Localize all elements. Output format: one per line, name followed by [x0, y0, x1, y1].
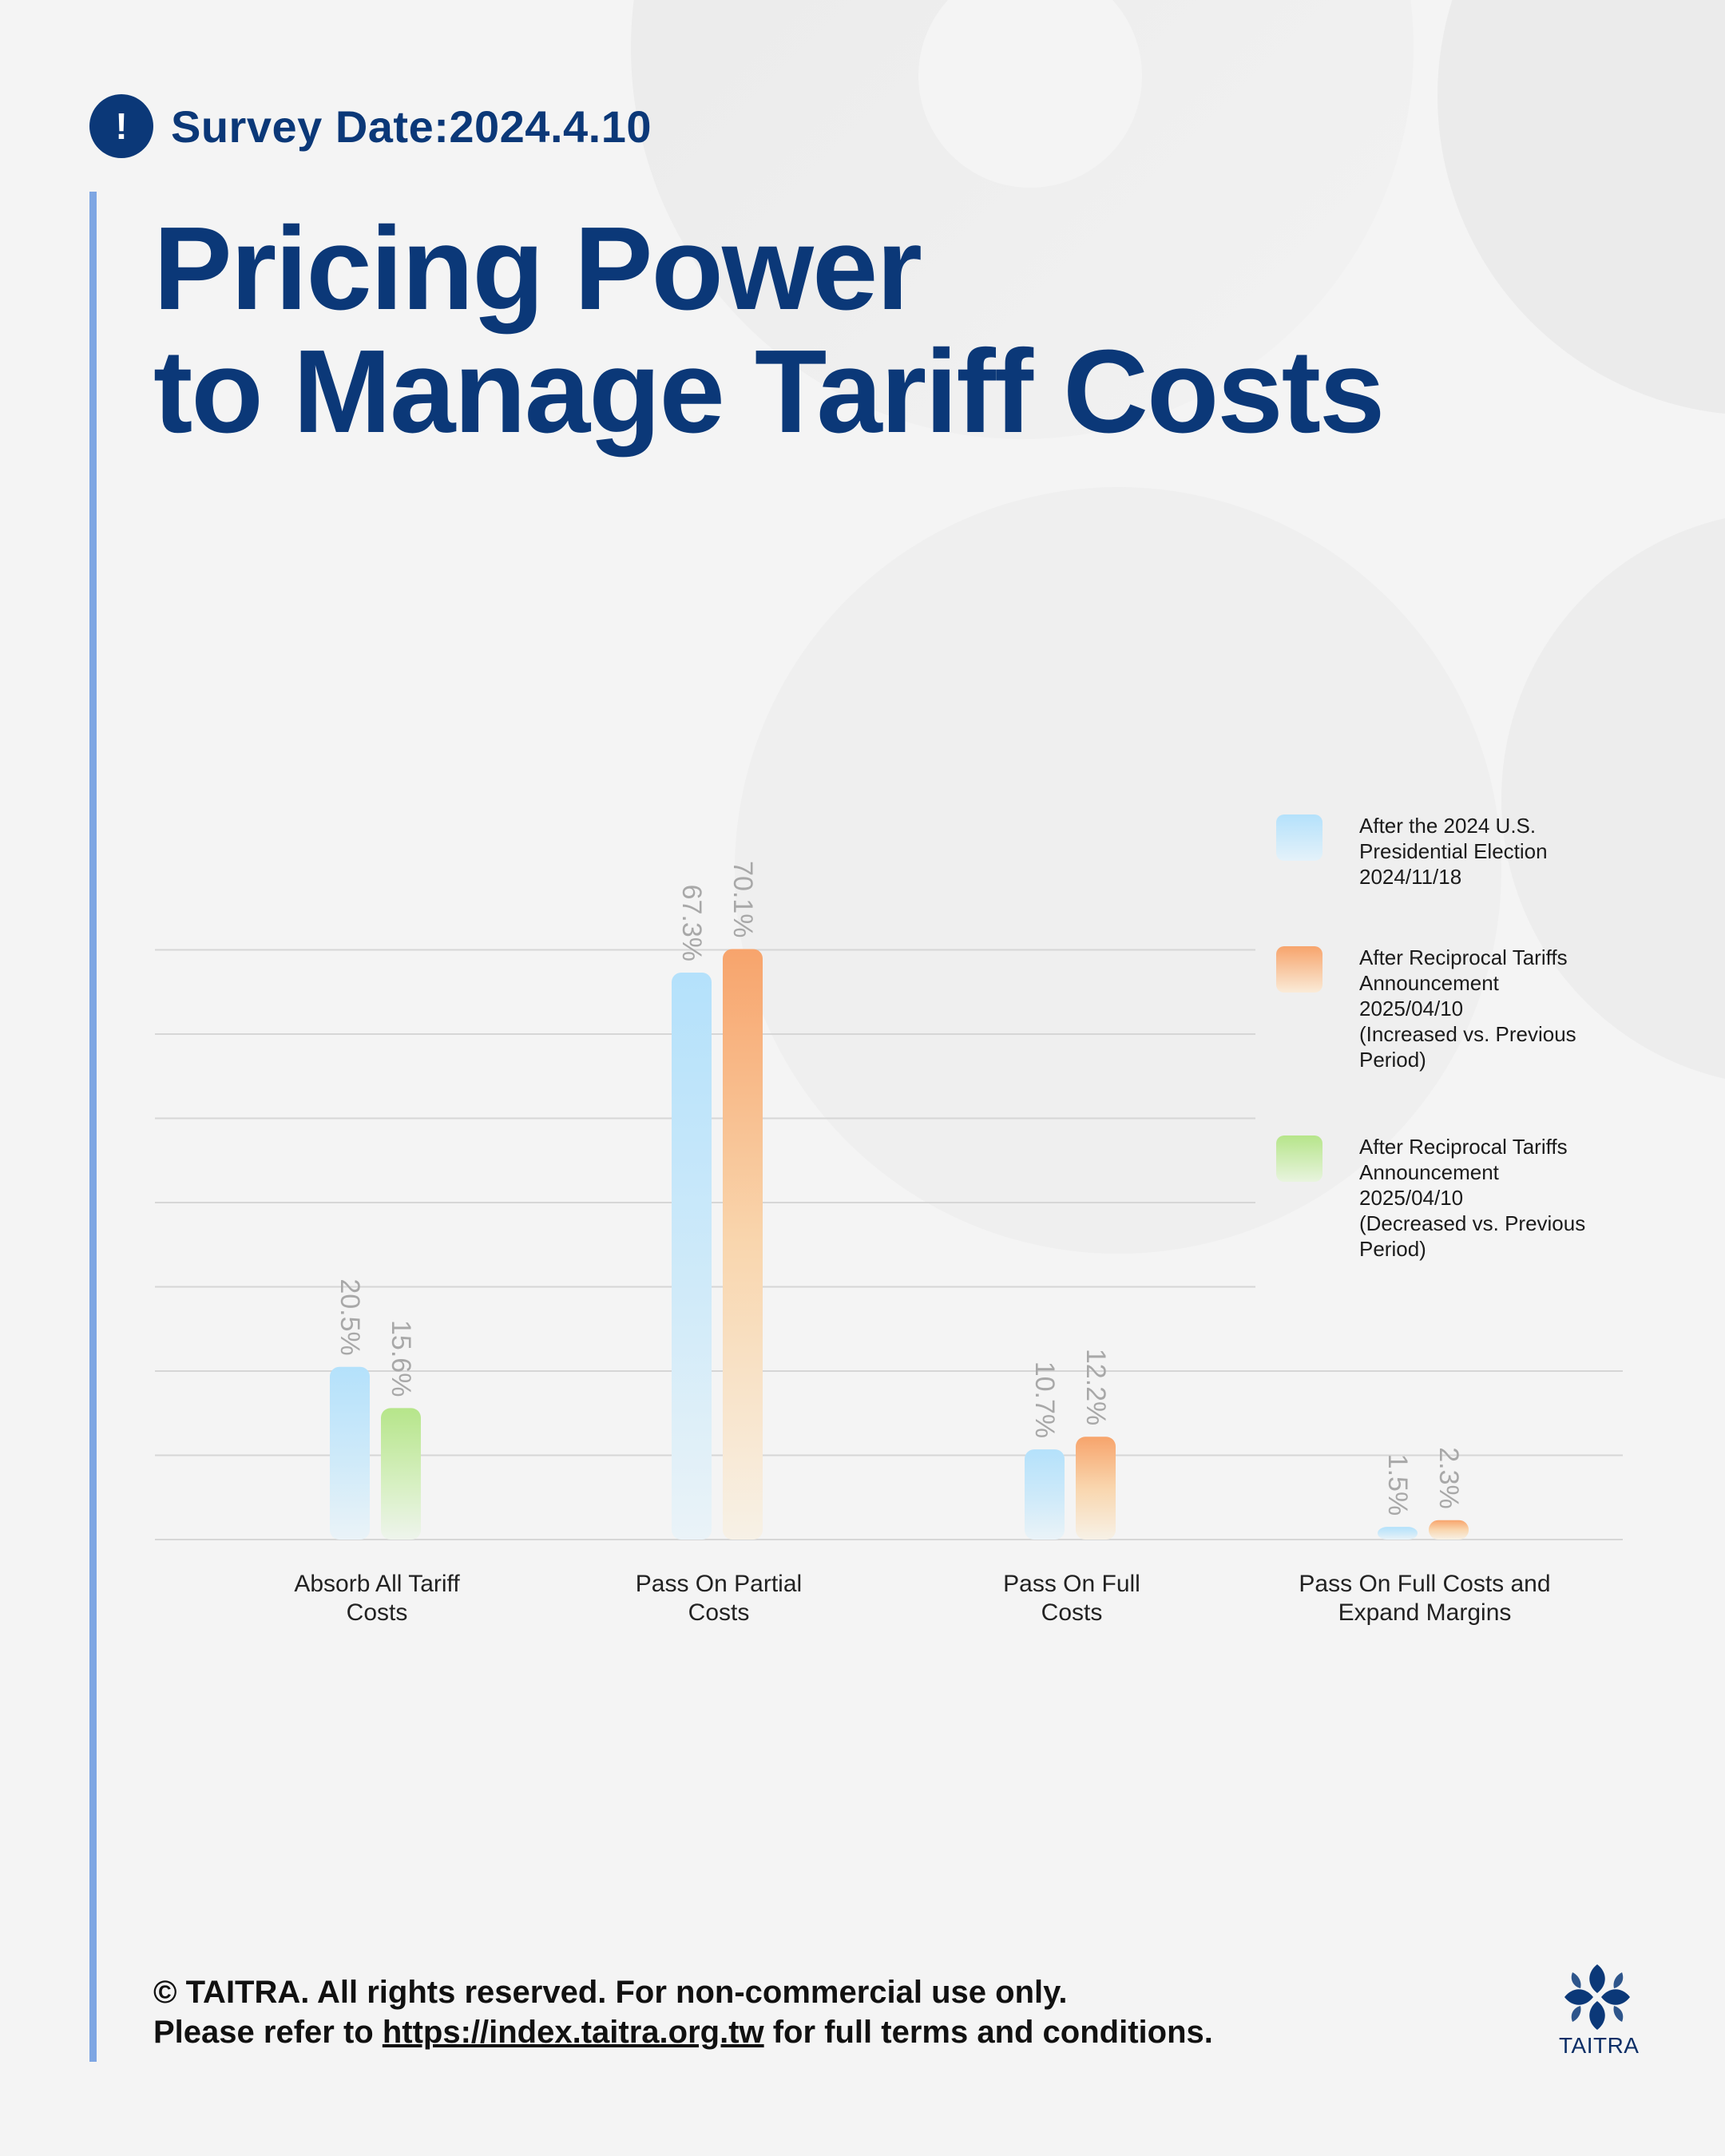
value-label: 10.7% [1029, 1361, 1060, 1438]
legend-label-line: 2024/11/18 [1359, 865, 1462, 889]
legend-label: After Reciprocal Tariffs Announcement 2025… [1359, 1134, 1615, 1262]
value-label: 20.5% [335, 1278, 365, 1355]
value-label: 12.2% [1081, 1349, 1111, 1425]
bar-series1-cat2 [672, 972, 712, 1540]
accent-vertical-line [89, 192, 97, 2062]
bar-series2-cat3 [1076, 1437, 1116, 1540]
legend-label: After Reciprocal Tariffs Announcement 2025… [1359, 945, 1615, 1072]
category-label: Expand Margins [1338, 1599, 1512, 1626]
legend-label-line: 2025/04/10 [1359, 997, 1464, 1021]
value-label: 70.1% [728, 861, 758, 937]
bar-series2-cat4 [1429, 1520, 1469, 1540]
legend-label-line: Announcement [1359, 971, 1499, 995]
legend-label-line: Announcement [1359, 1160, 1499, 1184]
legend-swatch [1276, 946, 1322, 993]
footer-terms-prefix: Please refer to [153, 2015, 383, 2050]
value-label: 2.3% [1434, 1447, 1464, 1509]
value-label: 1.5% [1382, 1454, 1413, 1516]
legend-label-line: After the 2024 U.S. [1359, 814, 1537, 838]
value-label: 15.6% [386, 1320, 416, 1397]
exclamation-circle-icon: ! [89, 94, 153, 158]
taitra-logo: TAITRA [1559, 1961, 1640, 2059]
bar-series1-cat1 [330, 1366, 370, 1540]
taitra-logo-icon [1564, 1964, 1630, 2030]
survey-date: Survey Date:2024.4.10 [171, 101, 652, 152]
bar-series2-cat1 [381, 1408, 421, 1540]
footer-terms: Please refer to https://index.taitra.org… [153, 2012, 1213, 2052]
bar-series1-cat3 [1025, 1449, 1065, 1540]
legend-label-line: Period) [1359, 1048, 1426, 1072]
legend-swatch [1276, 814, 1322, 861]
legend-label-line: After Reciprocal Tariffs [1359, 945, 1568, 969]
legend-label: After the 2024 U.S. Presidential Election… [1359, 813, 1615, 890]
page-title-line-1: Pricing Power [153, 203, 922, 335]
bar-series2-cat2 [723, 949, 763, 1540]
category-label: Costs [347, 1599, 408, 1626]
footer-terms-suffix: for full terms and conditions. [763, 2015, 1213, 2050]
legend-label-line: Presidential Election [1359, 839, 1548, 863]
legend-label-line: 2025/04/10 [1359, 1186, 1464, 1210]
legend-label-line: After Reciprocal Tariffs [1359, 1135, 1568, 1159]
terms-link[interactable]: https://index.taitra.org.tw [382, 2015, 764, 2050]
page-title: Pricing Power to Manage Tariff Costs [153, 203, 1385, 458]
category-label: Absorb All Tariff [294, 1571, 460, 1597]
footer-copyright: © TAITRA. All rights reserved. For non-c… [153, 1975, 1068, 2010]
footer-notice: © TAITRA. All rights reserved. For non-c… [153, 1972, 1213, 2052]
category-label: Pass On Partial [636, 1571, 802, 1597]
category-label: Costs [1041, 1599, 1103, 1626]
bar-series1-cat4 [1378, 1527, 1418, 1540]
legend-label-line: Period) [1359, 1237, 1426, 1261]
category-label: Pass On Full [1003, 1571, 1140, 1597]
survey-date-row: ! Survey Date:2024.4.10 [89, 94, 652, 158]
category-label: Pass On Full Costs and [1299, 1571, 1550, 1597]
legend-label-line: (Decreased vs. Previous [1359, 1211, 1586, 1235]
logo-text: TAITRA [1559, 2033, 1640, 2058]
legend-label-line: (Increased vs. Previous [1359, 1022, 1576, 1046]
category-label: Costs [688, 1599, 750, 1626]
page-title-line-2: to Manage Tariff Costs [153, 326, 1385, 458]
value-label: 67.3% [676, 885, 707, 961]
legend-swatch [1276, 1135, 1322, 1182]
